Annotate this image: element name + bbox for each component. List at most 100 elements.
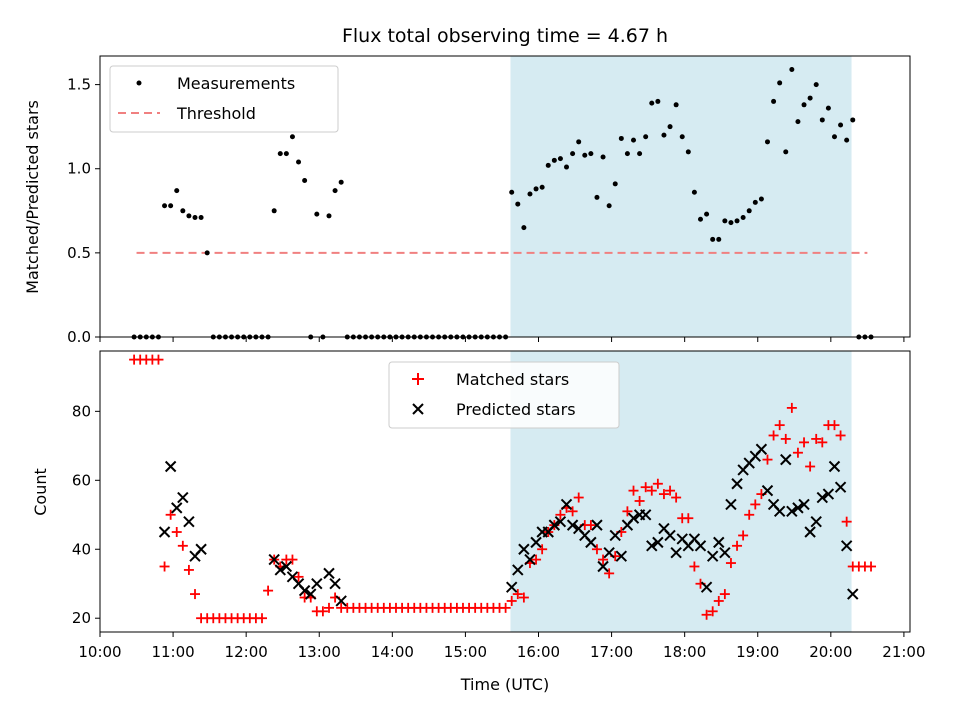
x-tick-label: 16:00: [517, 643, 560, 661]
measurement-point: [777, 80, 783, 86]
matched-star-point: [585, 520, 596, 531]
measurement-point: [661, 132, 667, 138]
matched-star-point: [683, 513, 694, 524]
predicted-star-point: [731, 478, 743, 490]
predicted-star-point: [512, 564, 524, 576]
matched-star-point: [531, 554, 542, 565]
matched-star-point: [537, 544, 548, 555]
matched-star-point: [171, 527, 182, 538]
predicted-star-point: [164, 460, 177, 473]
predicted-star-point: [548, 519, 561, 531]
matched-star-point: [762, 454, 773, 465]
matched-star-point: [817, 437, 828, 448]
predicted-star-point: [177, 491, 189, 504]
measurement-point: [752, 199, 758, 205]
matched-star-point: [622, 506, 633, 517]
predicted-star-point: [761, 484, 774, 497]
measurement-point: [551, 157, 557, 163]
measurement-point: [801, 102, 807, 108]
matched-star-point: [153, 354, 164, 365]
measurement-point: [825, 105, 831, 111]
matched-star-point: [159, 561, 170, 572]
predicted-star-point: [609, 529, 621, 542]
predicted-star-point: [804, 526, 816, 538]
matched-star-point: [671, 492, 682, 503]
predicted-star-point: [530, 536, 542, 549]
predicted-star-point: [755, 443, 768, 455]
matched-star-point: [506, 595, 517, 606]
matched-star-point: [835, 430, 846, 441]
matched-star-point: [713, 595, 724, 606]
predicted-star-point: [840, 540, 853, 552]
predicted-star-point: [305, 588, 317, 600]
matched-star-point: [768, 430, 779, 441]
matched-star-point: [799, 437, 810, 448]
matched-star-point: [263, 585, 274, 596]
measurement-point: [283, 151, 289, 157]
predicted-star-point: [554, 515, 567, 528]
measurement-point: [612, 181, 618, 187]
x-tick-label: 11:00: [151, 643, 194, 661]
bottom-x-ticks: 10:00 11:00 12:00 13:00 14:00 15:00 16:00 17:00…: [78, 632, 926, 661]
matched-star-point: [190, 589, 201, 600]
measurement-point: [162, 203, 168, 209]
top-legend-box: [109, 65, 339, 133]
top-panel: 0.0 0.5 1.0 1.5 Matched/Predicted stars Mea…: [23, 55, 911, 346]
matched-star-point: [634, 495, 645, 506]
measurement-point: [789, 66, 795, 72]
top-shaded-interval: [510, 56, 852, 337]
predicted-star-point: [603, 546, 615, 559]
predicted-star-point: [171, 502, 183, 514]
predicted-star-point: [847, 588, 859, 600]
predicted-star-point: [274, 564, 286, 576]
predicted-star-point: [158, 526, 171, 538]
legend-matched-label: Matched stars: [456, 370, 569, 389]
measurement-point: [716, 236, 722, 242]
predicted-star-point: [311, 578, 323, 590]
top-y-ticks: 0.0 0.5 1.0 1.5: [67, 76, 100, 346]
matched-star-point: [567, 506, 578, 517]
measurement-point: [691, 189, 697, 195]
matched-star-point: [774, 420, 785, 431]
measurement-point: [704, 211, 710, 217]
x-tick-label: 10:00: [78, 643, 121, 661]
matched-star-point: [811, 433, 822, 444]
count-points: [129, 354, 877, 624]
matched-star-point: [518, 592, 529, 603]
measurement-point: [296, 159, 302, 165]
measurement-point: [198, 215, 204, 221]
measurement-point: [576, 139, 582, 145]
measurement-point: [734, 218, 740, 224]
matched-star-point: [701, 609, 712, 620]
measurement-point: [771, 98, 777, 104]
bottom-plot-frame: [99, 350, 911, 633]
matched-star-point: [658, 489, 669, 500]
predicted-star-point: [816, 491, 829, 504]
legend-measurements-label: Measurements: [177, 74, 295, 93]
matched-star-point: [689, 561, 700, 572]
matched-star-point: [707, 606, 718, 617]
y-tick-label: 0.5: [67, 244, 91, 262]
predicted-star-point: [834, 481, 847, 493]
top-y-axis-label: Matched/Predicted stars: [23, 100, 42, 294]
matched-star-point: [732, 540, 743, 551]
x-tick-label: 13:00: [298, 643, 341, 661]
matched-star-point: [500, 602, 511, 613]
matched-star-point: [786, 402, 797, 413]
measurement-point: [527, 191, 533, 197]
bottom-y-axis-label: Count: [31, 468, 50, 516]
x-tick-label: 21:00: [882, 643, 925, 661]
measurement-point: [192, 215, 198, 221]
legend-measurements-marker: [136, 80, 142, 86]
predicted-star-point: [810, 515, 822, 528]
measurement-point: [515, 201, 521, 207]
predicted-star-point: [183, 515, 195, 528]
measurement-point: [631, 137, 637, 143]
chart-title: Flux total observing time = 4.67 h: [342, 25, 668, 47]
bottom-legend: Matched stars Predicted stars: [388, 361, 620, 429]
predicted-star-point: [664, 529, 676, 542]
measurement-point: [758, 196, 764, 202]
legend-matched-marker: [412, 373, 424, 385]
matched-star-point: [780, 433, 791, 444]
